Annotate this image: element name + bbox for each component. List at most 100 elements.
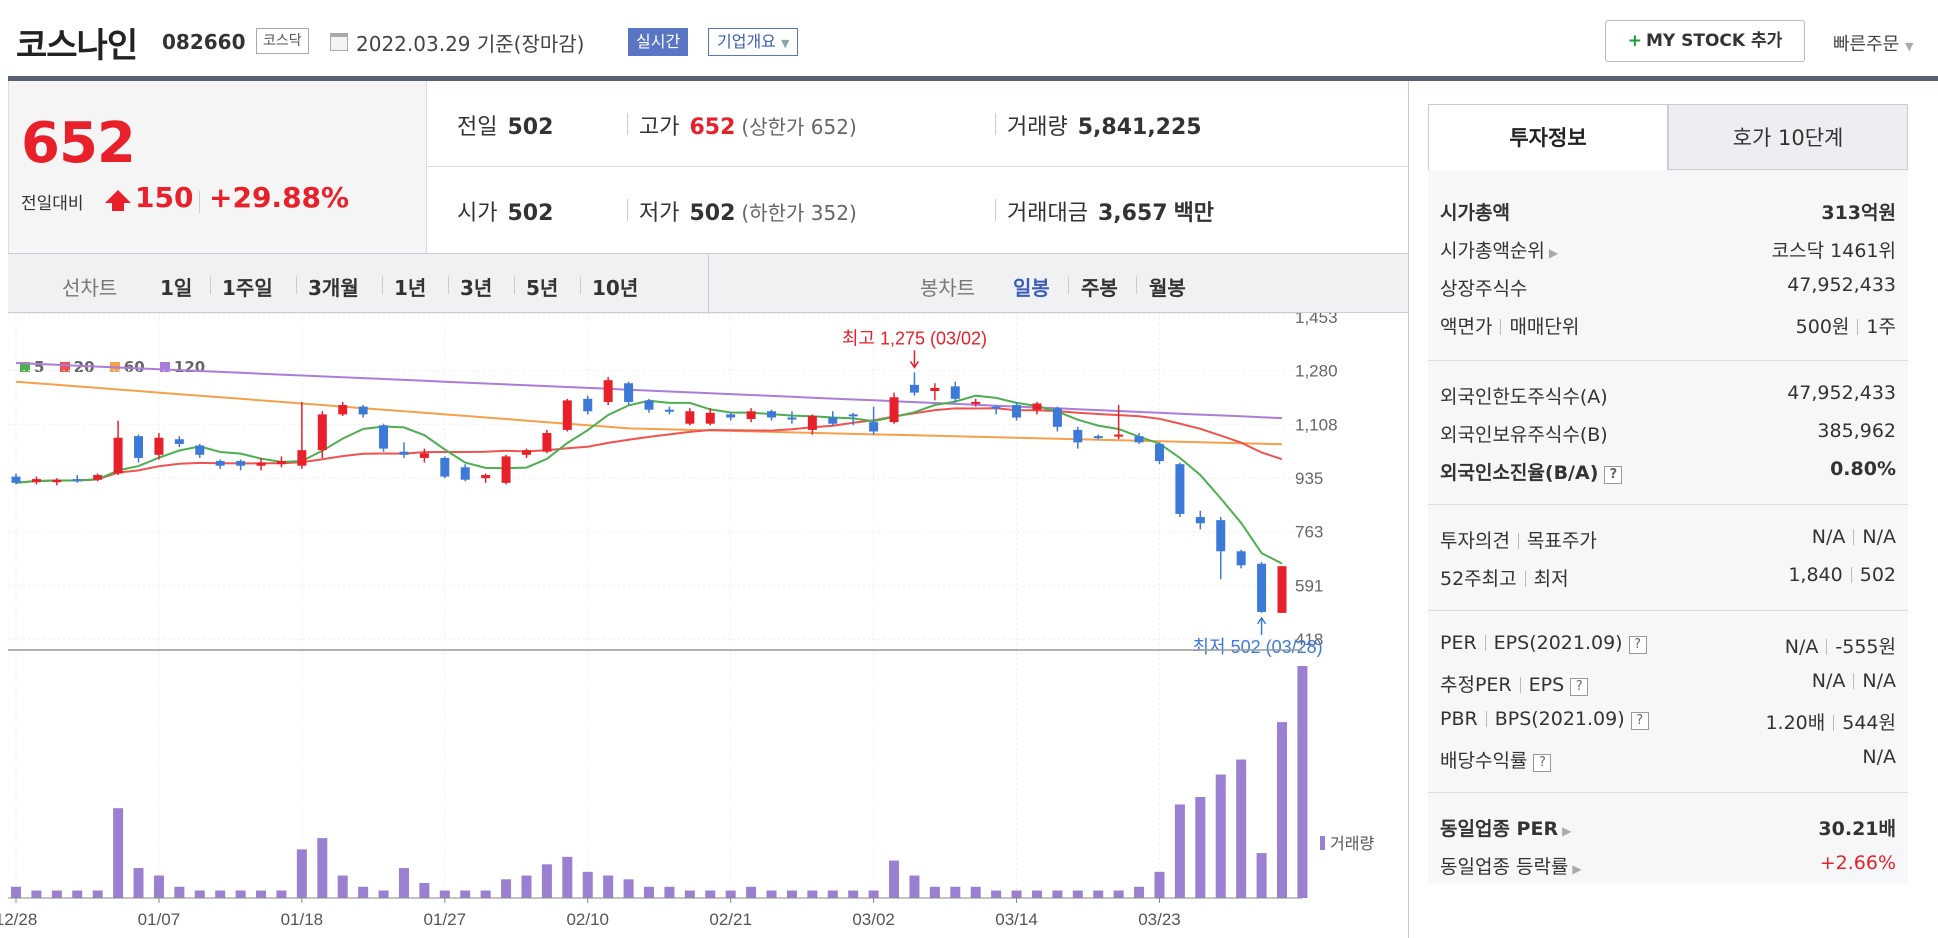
trade-amount-unit: 백만 bbox=[1173, 201, 1215, 226]
help-icon[interactable]: ? bbox=[1604, 466, 1623, 484]
candle-body bbox=[971, 401, 981, 404]
volume-bar bbox=[909, 875, 920, 898]
volume-bar bbox=[378, 890, 389, 898]
candle-body bbox=[1277, 566, 1287, 613]
candle-body bbox=[889, 397, 899, 423]
candle-body bbox=[848, 414, 858, 417]
foreign-ratio-label: 외국인소진율(B/A)? bbox=[1440, 458, 1623, 485]
market-cap-label: 시가총액 bbox=[1440, 202, 1510, 224]
x-tick-label: 03/02 bbox=[852, 910, 895, 929]
help-icon[interactable]: ? bbox=[1628, 636, 1647, 654]
volume-bar bbox=[1277, 722, 1287, 898]
chevron-right-icon: ▶ bbox=[1572, 862, 1582, 876]
volume-bar bbox=[480, 890, 491, 898]
candle-body bbox=[11, 476, 21, 483]
week52-row: 52주최고 최저 1,840 502 bbox=[1428, 558, 1908, 596]
candle-body bbox=[317, 414, 327, 451]
period-3m[interactable]: 3개월 bbox=[308, 276, 359, 300]
stock-header: 코스나인 082660 코스닥 2022.03.29 기준(장마감) 실시간 기… bbox=[0, 0, 1938, 81]
volume-bar bbox=[276, 890, 287, 898]
market-cap-rank-text: 시가총액순위 bbox=[1440, 240, 1545, 262]
target-price-number: N/A bbox=[1862, 526, 1896, 548]
quote-grid: 전일 502 고가 652 (상한가 652) 거래량 5,841,225 시가 502 … bbox=[427, 81, 1409, 253]
candle-body bbox=[276, 461, 286, 465]
candle-body bbox=[1114, 434, 1124, 437]
market-cap-unit: 억원 bbox=[1861, 202, 1896, 224]
stock-name: 코스나인 bbox=[16, 26, 138, 66]
line-chart-label: 선차트 bbox=[62, 276, 118, 300]
change-rate: +29.88% bbox=[209, 181, 350, 214]
candle-daily[interactable]: 일봉 bbox=[1013, 276, 1050, 300]
help-icon[interactable]: ? bbox=[1570, 678, 1589, 696]
market-cap-value: 313억원 bbox=[1821, 198, 1896, 225]
volume-bar bbox=[501, 879, 512, 898]
volume-bar bbox=[419, 883, 430, 898]
add-mystock-label: MY STOCK 추가 bbox=[1645, 31, 1783, 51]
realtime-button[interactable]: 실시간 bbox=[628, 28, 689, 56]
period-3y[interactable]: 3년 bbox=[460, 276, 493, 300]
low-price-value: 502 bbox=[689, 201, 736, 226]
volume-bar bbox=[1011, 890, 1022, 898]
period-1w[interactable]: 1주일 bbox=[222, 276, 273, 300]
volume-bar bbox=[1072, 890, 1083, 898]
company-info-dropdown[interactable]: 기업개요 ▼ bbox=[708, 28, 799, 56]
period-1y[interactable]: 1년 bbox=[394, 276, 427, 300]
bps-text: BPS(2021.09) bbox=[1494, 708, 1625, 730]
candle-monthly[interactable]: 월봉 bbox=[1149, 276, 1186, 300]
eps-number: -555원 bbox=[1835, 636, 1896, 658]
volume-legend-swatch bbox=[1320, 836, 1325, 850]
candle-body bbox=[1134, 436, 1144, 443]
per-text: PER bbox=[1440, 632, 1477, 654]
legend-swatch bbox=[59, 362, 70, 372]
candle-body bbox=[1175, 464, 1185, 514]
y-tick-label: 418 bbox=[1295, 630, 1323, 649]
quick-order-button[interactable]: 빠른주문 ▼ bbox=[1833, 30, 1913, 56]
y-tick-label: 1,108 bbox=[1295, 415, 1338, 434]
divider bbox=[210, 276, 211, 294]
sector-change-value: +2.66% bbox=[1819, 852, 1896, 874]
foreign-ratio-text: 외국인소진율(B/A) bbox=[1440, 462, 1599, 484]
candle-body bbox=[93, 475, 103, 480]
sector-per-text: 동일업종 PER bbox=[1440, 818, 1559, 840]
candle-body bbox=[174, 439, 184, 444]
opinion-label: 투자의견 목표주가 bbox=[1440, 526, 1597, 553]
period-5y[interactable]: 5년 bbox=[526, 276, 559, 300]
price-chart[interactable]: 5 20 60 120 1,453 1,280 1,108 935 763 591 418 최… bbox=[0, 313, 1408, 938]
volume-bar bbox=[133, 868, 144, 898]
volume-bar bbox=[929, 886, 940, 898]
sector-change-row[interactable]: 동일업종 등락률 ▶ +2.66% bbox=[1428, 846, 1908, 884]
open-price-label: 시가 bbox=[457, 201, 498, 226]
foreign-holding-value: 385,962 bbox=[1817, 420, 1896, 442]
divider bbox=[1500, 319, 1502, 335]
candle-body bbox=[236, 461, 246, 466]
volume-bar bbox=[1052, 890, 1063, 898]
diff-label: 전일대비 bbox=[21, 194, 84, 214]
ma120-line bbox=[15, 362, 1283, 420]
target-price-text: 목표주가 bbox=[1526, 530, 1597, 552]
tab-invest-info[interactable]: 투자정보 bbox=[1428, 104, 1668, 170]
volume-bar bbox=[235, 890, 246, 898]
company-info-label: 기업개요 bbox=[717, 32, 776, 51]
add-mystock-button[interactable]: + MY STOCK 추가 bbox=[1605, 20, 1805, 62]
period-10y[interactable]: 10년 bbox=[592, 276, 639, 300]
volume-bar bbox=[1093, 890, 1104, 898]
header-divider bbox=[8, 76, 1938, 81]
volume-bar bbox=[950, 886, 961, 898]
candle-body bbox=[1093, 436, 1103, 439]
ma60-line bbox=[15, 380, 1283, 446]
sector-per-row[interactable]: 동일업종 PER ▶ 30.21배 bbox=[1428, 808, 1908, 846]
prev-close-value: 502 bbox=[507, 115, 554, 140]
period-1d[interactable]: 1일 bbox=[160, 276, 193, 300]
candle-weekly[interactable]: 주봉 bbox=[1081, 276, 1118, 300]
help-icon[interactable]: ? bbox=[1533, 754, 1552, 772]
par-value-label: 액면가 매매단위 bbox=[1440, 312, 1579, 339]
divider bbox=[1850, 567, 1852, 583]
opinion-value: N/A N/A bbox=[1812, 526, 1896, 548]
divider bbox=[627, 113, 628, 135]
pbr-row: PBR BPS(2021.09)? 1.20배 544원 bbox=[1428, 702, 1908, 740]
volume-bar bbox=[807, 890, 818, 898]
tab-orderbook[interactable]: 호가 10단계 bbox=[1668, 104, 1908, 170]
market-cap-rank-row[interactable]: 시가총액순위 ▶ 코스닥 1461위 bbox=[1428, 230, 1908, 268]
help-icon[interactable]: ? bbox=[1630, 712, 1649, 730]
nav-divider bbox=[708, 254, 709, 314]
